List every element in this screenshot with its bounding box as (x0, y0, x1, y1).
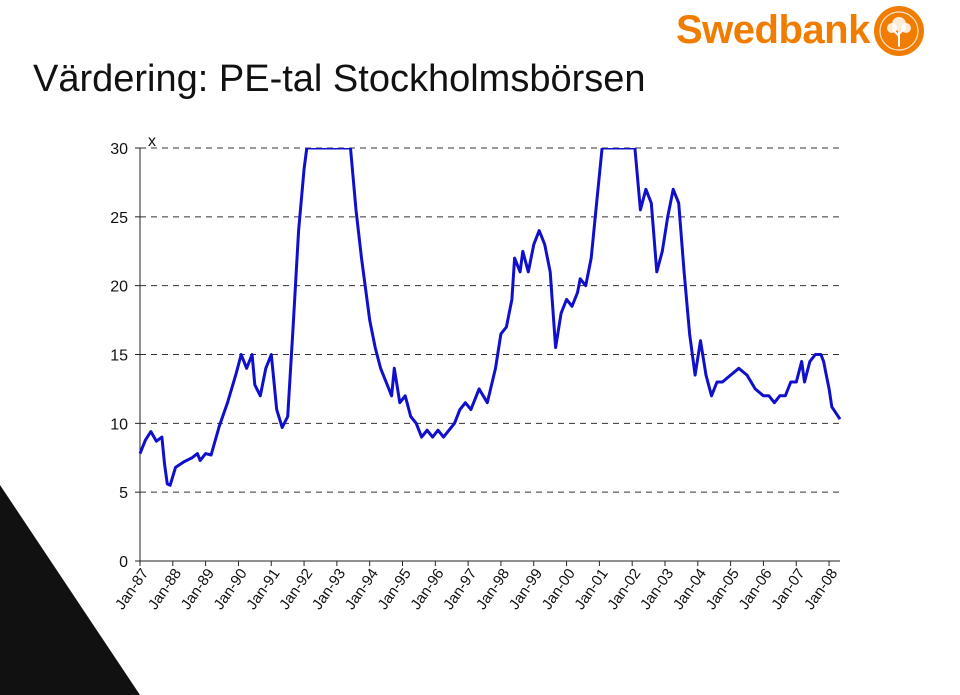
slide-title: Värdering: PE-tal Stockholmsbörsen (33, 58, 646, 100)
y-tick-label: 10 (110, 416, 128, 433)
y-tick-label: 30 (110, 141, 128, 158)
x-tick-label: Jan-88 (145, 566, 185, 613)
x-tick-label: Jan-02 (604, 566, 644, 613)
x-tick-label: Jan-96 (407, 566, 447, 613)
decorative-corner-triangle (0, 485, 140, 695)
x-tick-label: Jan-94 (342, 566, 382, 613)
x-tick-label: Jan-99 (506, 566, 546, 613)
x-tick-label: Jan-89 (178, 566, 218, 613)
x-tick-label: Jan-05 (703, 566, 743, 613)
x-tick-label: Jan-07 (768, 566, 808, 613)
x-tick-label: Jan-93 (309, 566, 349, 613)
x-tick-label: Jan-98 (473, 566, 513, 613)
x-tick-label: Jan-03 (637, 566, 677, 613)
x-tick-label: Jan-97 (440, 566, 480, 613)
x-tick-label: Jan-90 (210, 566, 250, 613)
x-tick-label: Jan-00 (539, 566, 579, 613)
logo-wordmark: Swedbank (676, 8, 870, 52)
y-tick-label: 25 (110, 210, 128, 227)
series-layer (138, 148, 842, 487)
x-tick-label: Jan-91 (243, 566, 283, 613)
y-tick-labels: 0 5 10 15 20 25 30 (110, 141, 140, 571)
x-tick-label: Jan-92 (276, 566, 316, 613)
x-tick-label: Jan-08 (801, 566, 841, 613)
y-unit-label: x (148, 133, 156, 150)
swedbank-logo: Swedbank (676, 4, 936, 58)
y-tick-label: 5 (119, 485, 128, 502)
x-tick-label: Jan-04 (670, 566, 710, 613)
x-tick-label: Jan-06 (735, 566, 775, 613)
grid-layer (140, 147, 840, 493)
x-tick-labels: Jan-87Jan-88Jan-89Jan-90Jan-91Jan-92Jan-… (112, 561, 841, 613)
x-tick-label: Jan-95 (375, 566, 415, 613)
oak-tree-seal-icon (874, 6, 924, 56)
x-tick-label: Jan-87 (112, 566, 152, 613)
pe-series-line (138, 148, 842, 487)
x-tick-label: Jan-01 (571, 566, 611, 613)
y-tick-label: 15 (110, 348, 128, 365)
y-tick-label: 20 (110, 279, 128, 296)
y-tick-label: 0 (119, 554, 128, 571)
